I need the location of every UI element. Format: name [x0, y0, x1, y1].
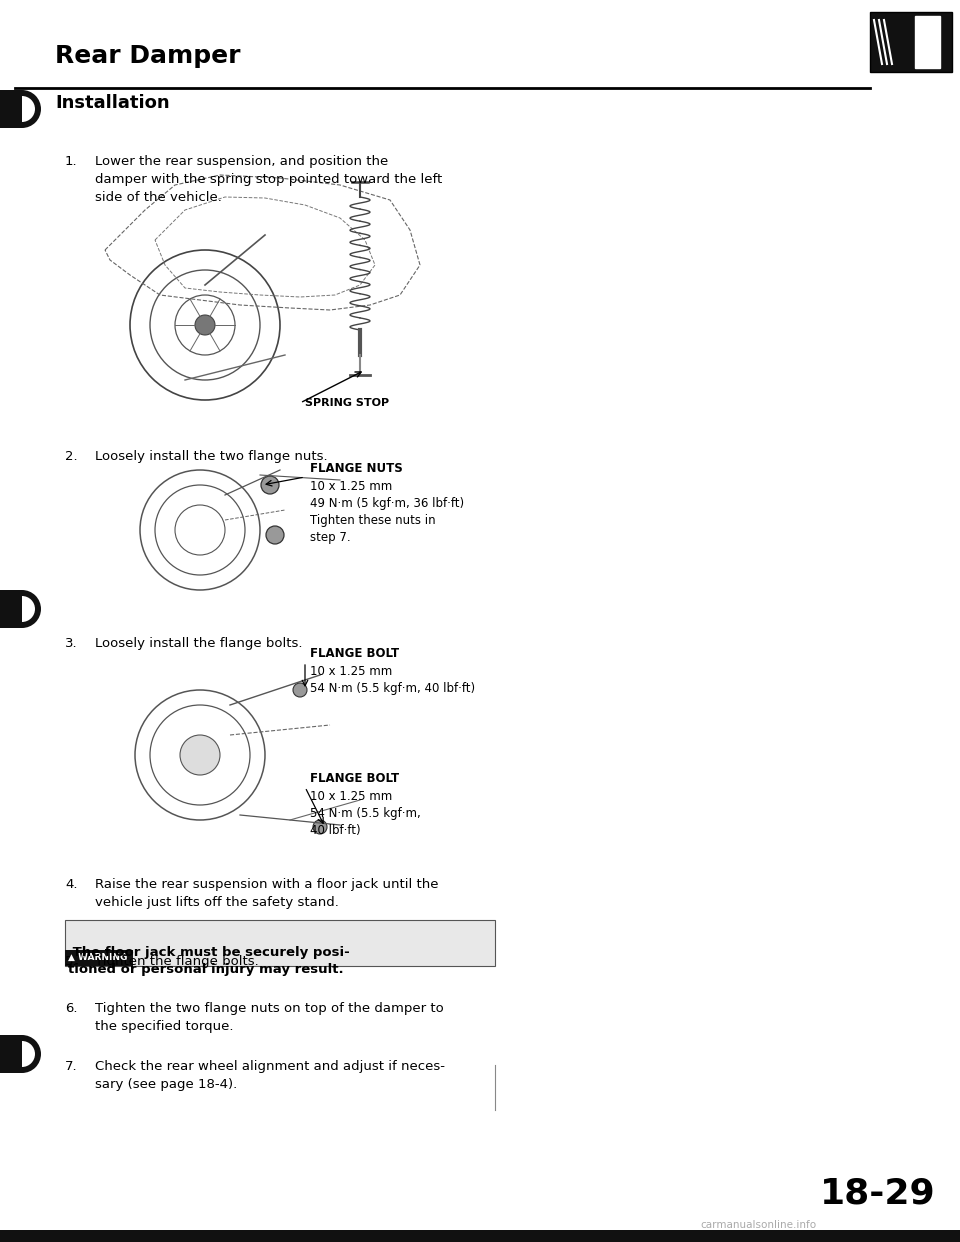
Wedge shape: [22, 596, 35, 622]
Circle shape: [195, 315, 215, 335]
Text: 10 x 1.25 mm
49 N·m (5 kgf·m, 36 lbf·ft)
Tighten these nuts in
step 7.: 10 x 1.25 mm 49 N·m (5 kgf·m, 36 lbf·ft)…: [310, 479, 464, 544]
Text: Tighten the flange bolts.: Tighten the flange bolts.: [95, 955, 259, 968]
Text: Rear Damper: Rear Damper: [55, 43, 241, 68]
Bar: [0, 590, 22, 628]
Wedge shape: [22, 96, 35, 122]
Text: 10 x 1.25 mm
54 N·m (5.5 kgf·m,
40 lbf·ft): 10 x 1.25 mm 54 N·m (5.5 kgf·m, 40 lbf·f…: [310, 790, 420, 837]
Bar: [65, 950, 133, 966]
Text: ▲ WARNING: ▲ WARNING: [68, 953, 128, 963]
Wedge shape: [22, 1035, 41, 1073]
Bar: [870, 12, 952, 72]
Text: carmanualsonline.info: carmanualsonline.info: [700, 1220, 816, 1230]
Wedge shape: [22, 89, 41, 128]
Text: Tighten the two flange nuts on top of the damper to
the specified torque.: Tighten the two flange nuts on top of th…: [95, 1002, 444, 1033]
Text: 6.: 6.: [65, 1002, 78, 1015]
Wedge shape: [22, 590, 41, 628]
Circle shape: [261, 476, 279, 494]
Text: 4.: 4.: [65, 878, 78, 891]
Circle shape: [266, 527, 284, 544]
Text: Raise the rear suspension with a floor jack until the
vehicle just lifts off the: Raise the rear suspension with a floor j…: [95, 878, 439, 909]
Text: Installation: Installation: [55, 94, 170, 112]
Text: FLANGE BOLT: FLANGE BOLT: [310, 773, 399, 785]
Circle shape: [313, 820, 327, 833]
Text: The floor jack must be securely posi-
tioned or personal injury may result.: The floor jack must be securely posi- ti…: [68, 946, 349, 976]
Text: 1.: 1.: [65, 155, 78, 168]
Text: 7.: 7.: [65, 1059, 78, 1073]
Text: Lower the rear suspension, and position the
damper with the spring stop pointed : Lower the rear suspension, and position …: [95, 155, 443, 204]
Bar: [65, 920, 495, 966]
Text: FLANGE NUTS: FLANGE NUTS: [310, 462, 403, 474]
Text: FLANGE BOLT: FLANGE BOLT: [310, 647, 399, 660]
Circle shape: [180, 735, 220, 775]
Bar: [0, 89, 22, 128]
Text: 18-29: 18-29: [820, 1176, 936, 1210]
Text: Check the rear wheel alignment and adjust if neces-
sary (see page 18-4).: Check the rear wheel alignment and adjus…: [95, 1059, 445, 1090]
Circle shape: [293, 683, 307, 697]
Text: 3.: 3.: [65, 637, 78, 650]
Bar: [0, 1035, 22, 1073]
Bar: [915, 16, 940, 68]
Text: SPRING STOP: SPRING STOP: [305, 397, 389, 409]
Text: 10 x 1.25 mm
54 N·m (5.5 kgf·m, 40 lbf·ft): 10 x 1.25 mm 54 N·m (5.5 kgf·m, 40 lbf·f…: [310, 664, 475, 696]
Text: 5.: 5.: [65, 955, 78, 968]
Text: Loosely install the two flange nuts.: Loosely install the two flange nuts.: [95, 450, 327, 463]
Wedge shape: [22, 1041, 35, 1067]
Text: 2.: 2.: [65, 450, 78, 463]
Bar: [0, 1230, 960, 1242]
Text: Loosely install the flange bolts.: Loosely install the flange bolts.: [95, 637, 302, 650]
